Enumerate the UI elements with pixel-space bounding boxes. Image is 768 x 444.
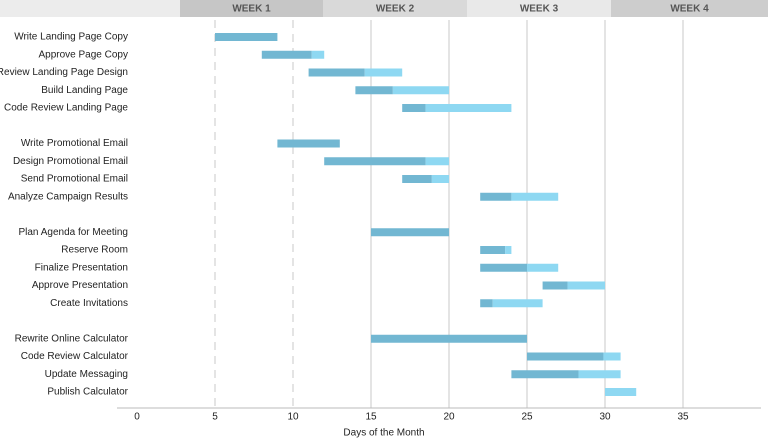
x-tick-label: 5 [212,412,218,423]
task-label: Code Review Landing Page [4,103,128,114]
x-tick-label: 15 [365,412,377,423]
bar-progress [542,281,568,290]
task-label: Design Promotional Email [13,156,128,167]
task-label: Write Promotional Email [21,138,128,149]
task-label: Analyze Campaign Results [8,191,128,202]
bar-remaining [364,68,403,77]
bar-progress [402,175,432,183]
bar-progress [511,370,579,379]
bar-progress [371,334,527,343]
bar-remaining [578,370,621,379]
task-label: Publish Calculator [47,387,128,398]
task-label: Create Invitations [50,298,128,309]
bar-remaining [492,299,543,308]
bar-progress [402,104,426,112]
week-label: WEEK 1 [232,4,271,15]
week-label: WEEK 2 [376,4,415,15]
bar-remaining [505,246,512,254]
x-tick-label: 35 [677,412,689,423]
week-band [323,0,467,17]
bar-remaining [431,175,449,183]
x-tick-label: 20 [443,412,455,423]
x-tick-label: 25 [521,412,533,423]
week-band [611,0,768,17]
bar-progress [527,352,604,361]
bar-progress [480,299,493,308]
bar-progress [480,192,512,201]
task-label: Approve Page Copy [38,49,128,60]
task-label: Approve Presentation [32,280,128,291]
task-label: Review Landing Page Design [0,67,128,78]
bar-remaining [527,263,559,272]
bar-progress [480,246,506,254]
task-label: Write Landing Page Copy [14,32,128,43]
x-tick-label: 10 [287,412,299,423]
bar-progress [277,139,340,148]
bar-remaining [392,86,449,95]
bar-remaining [425,104,512,112]
task-label: Update Messaging [45,369,128,380]
task-label: Build Landing Page [41,85,128,96]
bar-remaining [603,352,621,361]
task-label: Code Review Calculator [21,351,129,362]
bar-progress [324,157,426,166]
bar-progress [355,86,393,95]
x-axis-title: Days of the Month [343,428,424,439]
x-tick-label: 30 [599,412,611,423]
bar-remaining [605,388,637,396]
bar-progress [308,68,365,77]
task-label: Reserve Room [61,245,128,256]
task-label: Rewrite Online Calculator [15,333,129,344]
x-tick-label: 0 [134,412,140,423]
bar-remaining [311,50,325,59]
bar-progress [371,228,449,237]
bar-progress [215,33,278,41]
task-label: Plan Agenda for Meeting [18,227,128,238]
week-band [180,0,323,17]
week-band [467,0,611,17]
bar-remaining [425,157,449,166]
bar-remaining [511,192,559,201]
task-label: Send Promotional Email [21,174,128,185]
task-label: Finalize Presentation [35,262,128,273]
week-label: WEEK 3 [520,4,559,15]
bar-progress [261,50,312,59]
bar-remaining [567,281,605,290]
week-label: WEEK 4 [670,4,709,15]
bar-progress [480,263,527,272]
